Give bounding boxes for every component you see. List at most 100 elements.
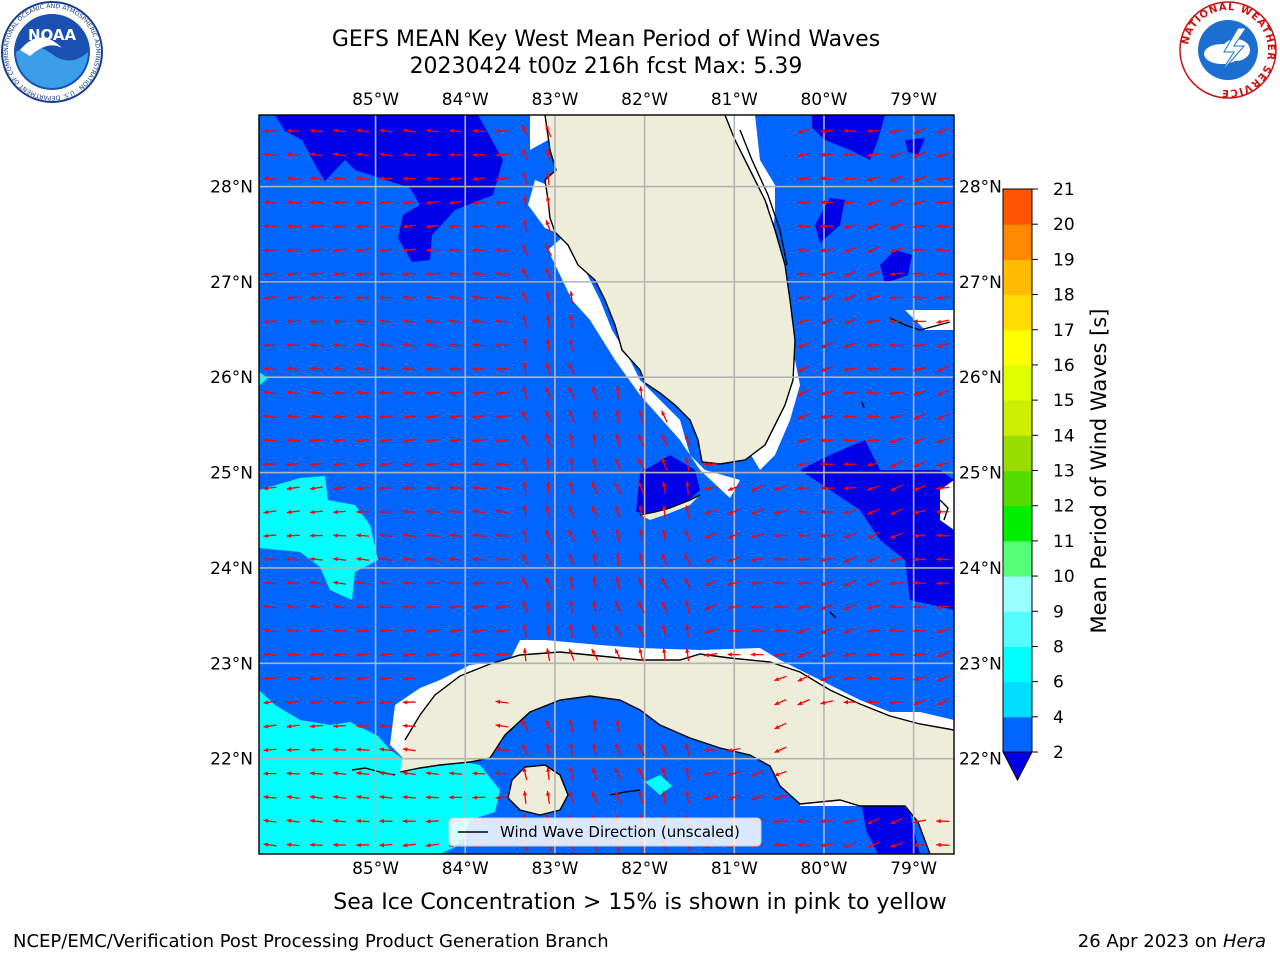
wind-wave-arrow bbox=[843, 200, 857, 205]
wind-wave-arrow bbox=[614, 791, 622, 804]
colorbar-tick-label: 13 bbox=[1053, 462, 1075, 482]
wind-wave-arrow bbox=[402, 271, 416, 277]
wind-wave-arrow bbox=[685, 648, 690, 662]
wind-wave-arrow bbox=[820, 700, 834, 705]
wind-wave-arrow bbox=[797, 651, 810, 658]
wind-wave-arrow bbox=[750, 508, 764, 515]
wind-wave-arrow bbox=[936, 533, 950, 538]
wind-wave-arrow bbox=[495, 414, 509, 420]
wind-wave-arrow bbox=[425, 795, 439, 800]
wind-wave-arrow bbox=[546, 314, 551, 328]
wind-wave-arrow bbox=[843, 223, 857, 229]
wind-wave-arrow bbox=[309, 176, 323, 181]
wind-wave-arrow bbox=[286, 842, 300, 847]
wind-wave-arrow bbox=[843, 676, 857, 681]
wind-wave-arrow bbox=[309, 319, 323, 324]
wind-wave-arrow bbox=[286, 580, 300, 586]
wind-wave-arrow bbox=[704, 532, 718, 539]
wind-wave-arrow bbox=[286, 486, 300, 491]
wind-wave-arrow bbox=[449, 557, 463, 562]
wind-wave-arrow bbox=[309, 271, 323, 277]
wind-wave-arrow bbox=[449, 771, 463, 776]
wind-wave-arrow bbox=[472, 318, 486, 324]
wind-wave-arrow bbox=[936, 127, 950, 135]
wind-wave-arrow bbox=[797, 200, 811, 205]
wind-wave-arrow bbox=[356, 676, 370, 681]
wind-wave-arrow bbox=[889, 842, 903, 848]
wind-wave-arrow bbox=[890, 437, 903, 444]
wind-wave-arrow bbox=[495, 366, 509, 372]
wind-wave-arrow bbox=[820, 414, 834, 420]
lon-label: 82°W bbox=[621, 90, 668, 110]
wind-wave-arrow bbox=[773, 628, 787, 634]
wind-wave-arrow bbox=[820, 603, 834, 611]
wind-wave-arrow bbox=[333, 414, 347, 419]
wind-wave-arrow bbox=[660, 434, 669, 447]
wind-wave-arrow bbox=[425, 438, 439, 443]
wind-wave-arrow bbox=[402, 128, 416, 133]
wind-wave-arrow bbox=[638, 481, 645, 495]
wind-wave-arrow bbox=[866, 485, 880, 491]
colorbar-segment bbox=[1003, 646, 1032, 683]
wind-wave-arrow bbox=[843, 579, 857, 587]
wind-wave-arrow bbox=[890, 223, 903, 230]
wind-wave-arrow bbox=[797, 223, 811, 229]
wind-wave-arrow bbox=[545, 719, 552, 733]
wind-wave-arrow bbox=[592, 386, 598, 400]
wind-wave-arrow bbox=[843, 367, 857, 372]
wind-wave-arrow bbox=[263, 128, 277, 134]
wind-wave-arrow bbox=[263, 652, 277, 657]
wind-wave-arrow bbox=[495, 200, 509, 205]
colorbar-segment bbox=[1003, 576, 1032, 612]
wind-wave-arrow bbox=[309, 557, 323, 562]
wind-wave-arrow bbox=[750, 557, 764, 562]
wind-wave-arrow bbox=[286, 794, 300, 800]
wind-wave-arrow bbox=[449, 247, 463, 253]
wind-wave-arrow bbox=[637, 743, 645, 756]
wind-wave-arrow bbox=[890, 532, 903, 539]
wind-wave-arrow bbox=[286, 438, 300, 443]
wind-wave-arrow bbox=[472, 176, 486, 182]
wind-wave-arrow bbox=[913, 557, 927, 562]
wind-wave-arrow bbox=[472, 128, 486, 134]
wind-wave-arrow bbox=[425, 295, 439, 300]
wind-wave-arrow bbox=[425, 652, 439, 658]
wind-wave-arrow bbox=[402, 485, 416, 491]
colorbar-segment bbox=[1003, 259, 1032, 296]
wind-wave-arrow bbox=[727, 605, 741, 610]
wind-wave-arrow bbox=[286, 462, 300, 467]
wind-wave-arrow bbox=[333, 295, 347, 300]
colorbar-segment bbox=[1003, 435, 1032, 471]
wind-wave-arrow bbox=[379, 366, 393, 371]
wind-wave-arrow bbox=[936, 698, 949, 706]
wind-wave-arrow bbox=[309, 604, 323, 609]
wind-wave-arrow bbox=[356, 200, 370, 205]
wind-wave-arrow bbox=[379, 248, 393, 253]
wind-wave-arrow bbox=[309, 794, 323, 800]
wind-wave-arrow bbox=[637, 600, 645, 614]
wind-wave-arrow bbox=[866, 580, 880, 587]
wind-wave-arrow bbox=[522, 481, 528, 495]
wind-wave-arrow bbox=[263, 818, 277, 824]
wind-wave-arrow bbox=[333, 486, 347, 491]
wind-wave-arrow bbox=[472, 247, 486, 253]
wind-wave-arrow bbox=[638, 576, 645, 590]
wind-wave-arrow bbox=[309, 700, 323, 705]
wind-wave-arrow bbox=[546, 172, 551, 186]
wind-wave-arrow bbox=[425, 771, 439, 776]
wind-wave-arrow bbox=[774, 675, 787, 682]
wind-wave-arrow bbox=[913, 367, 927, 372]
wind-wave-arrow bbox=[866, 604, 880, 610]
wind-wave-arrow bbox=[592, 552, 597, 566]
wind-wave-arrow bbox=[683, 553, 692, 566]
wind-wave-arrow bbox=[569, 576, 574, 590]
wind-wave-arrow bbox=[727, 484, 741, 492]
wind-wave-arrow bbox=[797, 413, 810, 420]
wind-wave-arrow bbox=[889, 581, 903, 586]
wind-wave-arrow bbox=[356, 271, 370, 277]
wind-wave-arrow bbox=[495, 152, 509, 158]
lat-label: 27°N bbox=[210, 273, 253, 293]
wind-wave-arrow bbox=[936, 342, 950, 348]
wind-wave-arrow bbox=[913, 460, 926, 468]
wind-wave-arrow bbox=[495, 271, 509, 276]
